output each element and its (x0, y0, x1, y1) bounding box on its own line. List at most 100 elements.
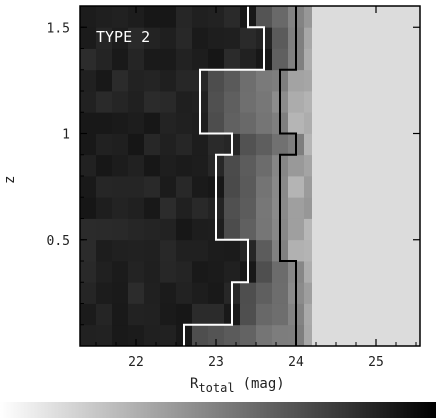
heatmap-cell (96, 154, 113, 177)
heatmap-cell (288, 218, 305, 241)
heatmap-cell (176, 303, 193, 326)
heatmap-cell (128, 176, 145, 198)
heatmap-cell (144, 69, 161, 92)
heatmap-cell (192, 6, 209, 28)
heatmap-cell (192, 261, 209, 283)
heatmap-cell (160, 48, 177, 71)
y-tick-label: 0.5 (47, 234, 70, 249)
heatmap-cell (112, 69, 129, 92)
heatmap-cell (160, 27, 177, 49)
heatmap-cell (176, 91, 193, 113)
heatmap-cell (160, 133, 177, 156)
heatmap-cell (112, 154, 129, 177)
heatmap-cell (112, 133, 129, 156)
heatmap-cell (80, 261, 97, 283)
heatmap-cell (128, 91, 145, 113)
heatmap-cell (144, 261, 161, 283)
heatmap-cell (224, 197, 241, 219)
heatmap-cell (256, 282, 273, 304)
heatmap-cell (80, 282, 97, 304)
heatmap-cell (128, 197, 145, 219)
heatmap-cell (288, 176, 305, 198)
heatmap-cell (272, 324, 289, 347)
heatmap-cell (112, 282, 129, 304)
heatmap-cell (176, 218, 193, 241)
heatmap-cell (192, 303, 209, 326)
heatmap-cell (224, 48, 241, 71)
heatmap-cell (304, 91, 313, 113)
heatmap-cell (224, 112, 241, 134)
panel-annotation: TYPE 2 (96, 28, 150, 46)
heatmap-cell (240, 282, 257, 304)
heatmap-cell (208, 261, 225, 283)
heatmap-cell (160, 303, 177, 326)
x-axis-label-unit: (mag) (243, 376, 285, 392)
heatmap-cell (304, 176, 313, 198)
heatmap-cell (272, 282, 289, 304)
heatmap-cell (144, 303, 161, 326)
heatmap-cell (208, 69, 225, 92)
heatmap-cell (96, 69, 113, 92)
heatmap-cell (288, 154, 305, 177)
heatmap-cell (208, 27, 225, 49)
heatmap-cell (176, 133, 193, 156)
x-tick-label: 24 (288, 355, 304, 370)
heatmap-cell (208, 239, 225, 262)
heatmap-cell (304, 48, 313, 71)
heatmap-cell (192, 324, 209, 347)
heatmap-cell (208, 282, 225, 304)
heatmap-cell (288, 69, 305, 92)
heatmap-cell (96, 27, 113, 49)
heatmap-cell (176, 154, 193, 177)
heatmap-cell (224, 154, 241, 177)
heatmap-cell (160, 91, 177, 113)
heatmap-cell (112, 91, 129, 113)
heatmap-cell (176, 282, 193, 304)
heatmap-cell (160, 282, 177, 304)
heatmap-cell (112, 176, 129, 198)
heatmap-cell (80, 112, 97, 134)
heatmap-cell (224, 218, 241, 241)
heatmap-cell (96, 282, 113, 304)
x-axis-label-subscript: total (198, 381, 234, 395)
heatmap-cell (96, 218, 113, 241)
heatmap-cell (144, 48, 161, 71)
heatmap-cell (304, 154, 313, 177)
y-axis-label: z (2, 176, 18, 184)
heatmap-cell (304, 324, 313, 347)
heatmap-cell (240, 303, 257, 326)
heatmap-cell (224, 239, 241, 262)
heatmap-cell (80, 69, 97, 92)
heatmap-cell (96, 324, 113, 347)
heatmap-cell (288, 197, 305, 219)
heatmap-cell (192, 197, 209, 219)
heatmap-cell (272, 303, 289, 326)
heatmap-cell (304, 197, 313, 219)
heatmap-cell (256, 69, 273, 92)
heatmap-cell (144, 197, 161, 219)
heatmap-cell (224, 91, 241, 113)
heatmap-cell (144, 176, 161, 198)
heatmap-cell (176, 27, 193, 49)
heatmap-cell (224, 69, 241, 92)
heatmap-cell (224, 6, 241, 28)
heatmap-cell (240, 69, 257, 92)
heatmap-cell (208, 324, 225, 347)
heatmap-cell (160, 69, 177, 92)
heatmap-cell (144, 154, 161, 177)
heatmap-cell (112, 218, 129, 241)
heatmap-cell (96, 197, 113, 219)
heatmap-cell (224, 261, 241, 283)
heatmap-cell (128, 69, 145, 92)
heatmap-cell (256, 239, 273, 262)
heatmap-cell (112, 324, 129, 347)
heatmap-cell (192, 133, 209, 156)
heatmap-cell (256, 133, 273, 156)
heatmap-cell (176, 112, 193, 134)
heatmap-cell (176, 197, 193, 219)
heatmap-cell (192, 154, 209, 177)
heatmap-cell (96, 176, 113, 198)
heatmap-cell (160, 261, 177, 283)
heatmap-cell (272, 6, 289, 28)
